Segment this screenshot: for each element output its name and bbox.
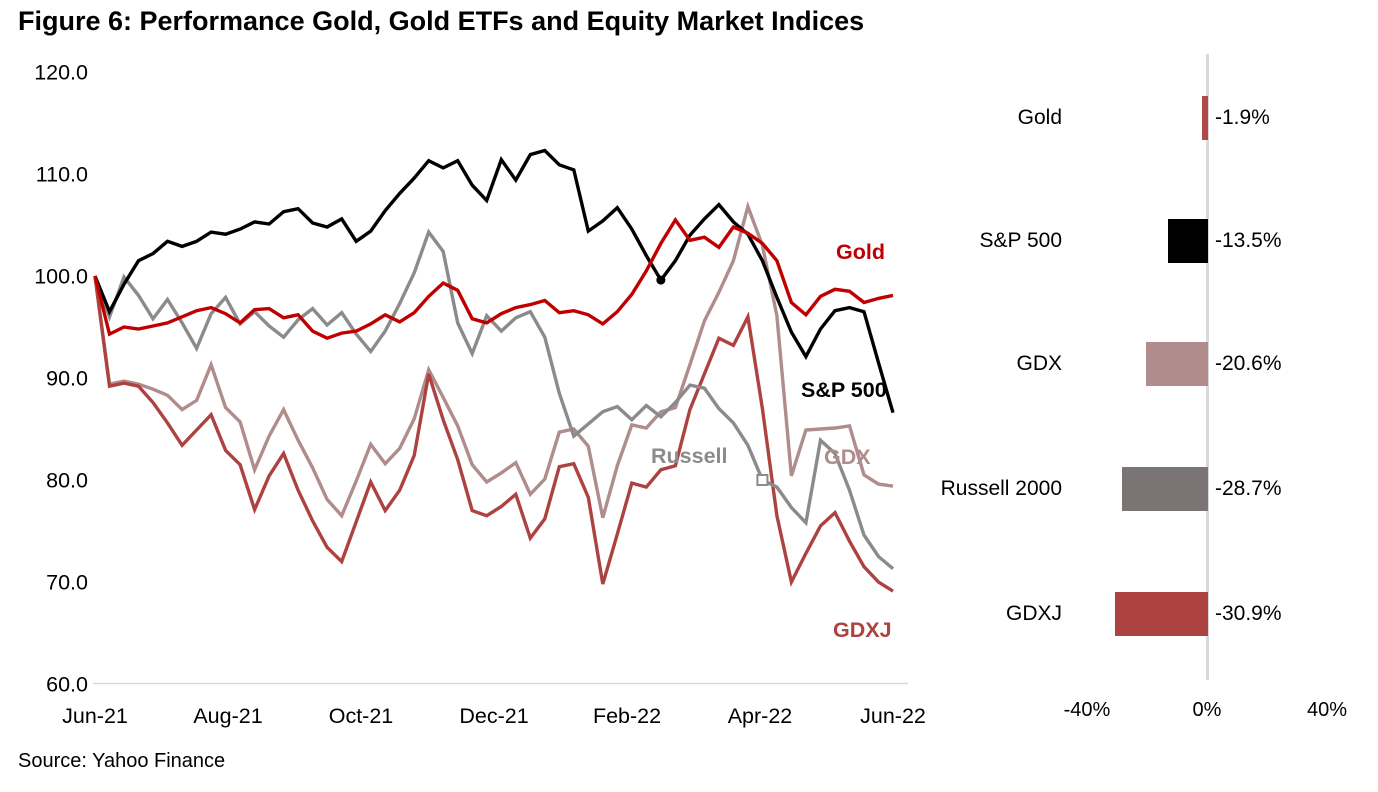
x-axis-label: Oct-21: [329, 704, 394, 728]
bar-category-label: S&P 500: [979, 229, 1062, 252]
series-line-sp500: [93, 148, 895, 414]
y-axis-label: 110.0: [36, 163, 88, 187]
bar-x-axis-label: -40%: [1063, 699, 1111, 721]
bar-x-axis-label: 40%: [1306, 699, 1348, 721]
series-label-gold: Gold: [836, 240, 885, 264]
x-axis-label: Feb-22: [593, 704, 661, 728]
series-label-gdxj: GDXJ: [833, 618, 892, 642]
bar-category-label: Gold: [1017, 106, 1062, 129]
series-line-gdx: [93, 201, 894, 519]
bar-value-label: -13.5%: [1215, 229, 1282, 252]
bar-russell-2000: [1121, 467, 1208, 511]
x-axis-label: Apr-22: [728, 704, 793, 728]
series-label-sp500: S&P 500: [801, 378, 887, 402]
figure-title: Figure 6: Performance Gold, Gold ETFs an…: [18, 6, 865, 36]
bar-gdx: [1146, 342, 1208, 386]
series-line-gdxj: [93, 275, 894, 593]
source-note: Source: Yahoo Finance: [18, 750, 226, 772]
series-point-marker-russell: [756, 474, 769, 486]
bar-value-label: -1.9%: [1215, 106, 1270, 129]
x-axis-label: Jun-21: [62, 704, 128, 728]
x-axis-label: Aug-21: [193, 704, 262, 728]
y-axis-label: 100.0: [34, 265, 88, 289]
x-axis-label: Dec-21: [459, 704, 528, 728]
y-axis-label: 70.0: [46, 571, 88, 595]
y-axis-label: 120.0: [34, 61, 88, 85]
bar-value-label: -30.9%: [1215, 602, 1282, 625]
line-chart: 120.0 110.0 100.0 90.0 80.0 70.0 60.0 Jun-21 Aug…: [34, 61, 926, 729]
series-label-russell: Russell: [651, 444, 727, 468]
bar-gdxj: [1115, 592, 1208, 636]
series-label-gdx: GDX: [824, 445, 871, 469]
x-axis-label: Jun-22: [860, 704, 926, 728]
bar-x-axis-label: 0%: [1192, 699, 1222, 721]
bar-value-label: -20.6%: [1215, 352, 1282, 375]
y-axis-label: 80.0: [46, 469, 88, 493]
bar-category-label: GDX: [1016, 352, 1062, 375]
bar-value-label: -28.7%: [1215, 477, 1282, 500]
bar-gold: [1202, 96, 1208, 140]
bar-category-label: GDXJ: [1005, 602, 1062, 625]
bar-s-p-500: [1167, 219, 1208, 263]
y-axis-label: 90.0: [46, 367, 88, 391]
bar-category-label: Russell 2000: [940, 477, 1062, 500]
series-line-gold: [93, 216, 894, 341]
series-point-marker-sp500: [656, 275, 666, 285]
y-axis-label: 60.0: [46, 673, 88, 697]
